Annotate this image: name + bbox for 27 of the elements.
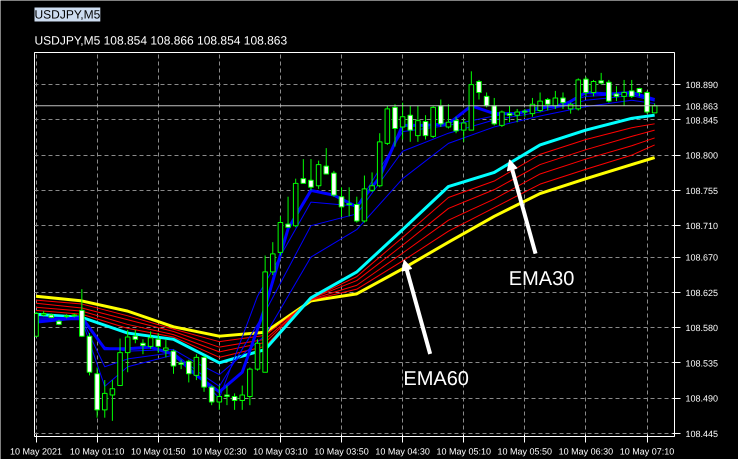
x-tick-label: 10 May 07:10 [620,446,674,456]
x-tick-label: 10 May 04:30 [375,446,430,456]
y-tick-label: 108.710 [686,221,718,232]
ref-line-label: 108.863 [686,101,718,112]
x-tick-label: 10 May 02:30 [192,446,247,456]
y-tick-label: 108.755 [686,186,718,196]
x-tick-label: 10 May 01:50 [130,446,186,456]
y-tick-label: 108.625 [686,288,718,298]
y-tick-label: 108.580 [686,323,718,334]
annotation: EMA60 [403,368,469,390]
x-tick-label: 10 May 03:50 [314,446,369,456]
y-tick-label: 108.890 [686,80,718,90]
x-tick-label: 10 May 03:10 [253,446,308,456]
y-tick-label: 108.845 [686,115,718,126]
y-tick-label: 108.670 [686,252,718,263]
annotation: EMA30 [508,268,574,290]
y-tick-label: 108.490 [686,394,718,404]
chart-subtitle: USDJPY,M5 108.854 108.866 108.854 108.863 [34,34,288,48]
y-tick-label: 108.800 [686,150,718,161]
x-tick-label: 10 May 05:10 [436,446,491,456]
y-tick-label: 108.535 [686,358,718,368]
x-tick-label: 10 May 05:50 [498,446,552,456]
y-tick-label: 108.445 [686,428,718,439]
x-tick-label: 10 May 01:10 [70,446,124,456]
chart-title: USDJPY,M5 [34,8,101,22]
x-tick-label: 10 May 2021 [10,446,62,456]
x-tick-label: 10 May 06:30 [558,446,614,456]
